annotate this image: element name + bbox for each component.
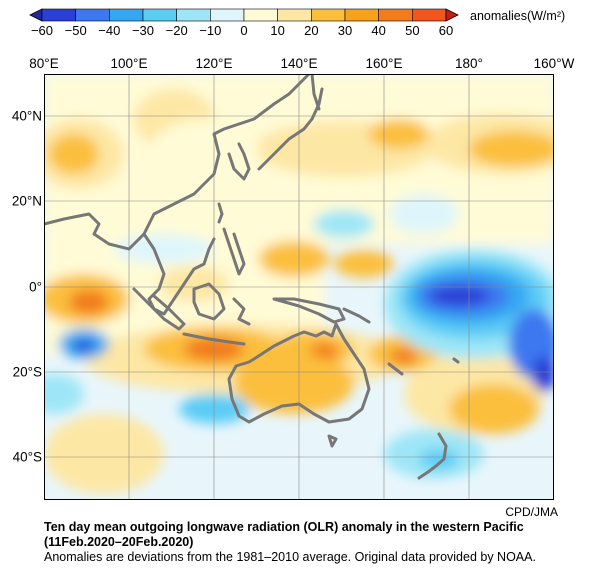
- anomaly-region: [259, 241, 329, 277]
- colorbar-tick-label: 0: [240, 23, 248, 38]
- coast-new-caledonia: [387, 362, 404, 376]
- anomaly-region: [44, 414, 164, 494]
- credit-label: CPD/JMA: [505, 505, 558, 519]
- colorbar-tick-label: −10: [199, 23, 222, 38]
- colorbar-tick-label: 20: [304, 23, 319, 38]
- coast-korea: [227, 142, 251, 181]
- anomaly-region: [44, 374, 84, 414]
- lon-label-180: 180°: [455, 56, 483, 71]
- anomaly-region: [449, 384, 539, 434]
- colorbar-tick-label: 60: [438, 23, 454, 38]
- colorbar-tick-label: 30: [337, 23, 353, 38]
- map-frame: [44, 74, 554, 500]
- graticule: [44, 74, 554, 500]
- anomaly-region: [49, 134, 99, 174]
- anomaly-region: [389, 194, 459, 234]
- coast-sakhalin: [310, 74, 321, 111]
- lat-label-0: 0°: [29, 279, 42, 295]
- colorbar-bins: [41, 8, 447, 22]
- colorbar-bin: [176, 8, 211, 22]
- lon-label-160e: 160°E: [365, 56, 403, 71]
- coast-java: [182, 332, 246, 346]
- anomaly-region: [149, 119, 259, 189]
- colorbar-bin: [142, 8, 177, 22]
- lat-label-40n: 40°N: [11, 108, 42, 124]
- colorbar: [29, 8, 459, 22]
- colorbar-bin: [41, 8, 76, 22]
- lat-label-20s: 20°S: [12, 364, 42, 380]
- anomaly-region: [429, 286, 489, 306]
- coast-taiwan: [217, 202, 224, 224]
- anomaly-region: [334, 250, 394, 278]
- coast-borneo: [192, 282, 226, 321]
- caption-date: (11Feb.2020–20Feb.2020): [44, 535, 194, 549]
- colorbar-tick-label: −60: [30, 23, 54, 38]
- colorbar-bin: [311, 8, 346, 22]
- coast-new-zealand: [417, 432, 448, 480]
- colorbar-unit-label: anomalies(W/m²): [470, 9, 566, 23]
- colorbar-bin: [109, 8, 144, 22]
- lon-label-140e: 140°E: [280, 56, 318, 71]
- lat-label-40s: 40°S: [12, 449, 42, 465]
- lon-label-100e: 100°E: [110, 56, 148, 71]
- colorbar-tick-label: 40: [371, 23, 386, 38]
- caption-note: Anomalies are deviations from the 1981–2…: [44, 550, 536, 564]
- colorbar-bin: [344, 8, 379, 22]
- lon-label-120e: 120°E: [195, 56, 233, 71]
- colorbar-bin: [243, 8, 278, 22]
- colorbar-tick-label: −30: [131, 23, 155, 38]
- anomaly-region: [469, 131, 554, 167]
- coast-asia: [44, 74, 311, 251]
- anomaly-region: [74, 340, 94, 352]
- colorbar-bin: [378, 8, 413, 22]
- coastlines: [44, 74, 460, 480]
- colorbar-tick-label: 10: [270, 23, 285, 38]
- coast-japan: [257, 87, 324, 171]
- anomaly-region: [532, 356, 554, 392]
- coast-indochina: [142, 232, 216, 316]
- anomaly-region: [114, 234, 214, 264]
- coast-sumatra: [132, 287, 186, 331]
- anomaly-region: [369, 119, 429, 149]
- colorbar-bin: [75, 8, 110, 22]
- coast-philippines: [222, 227, 246, 276]
- colorbar-bin: [210, 8, 245, 22]
- colorbar-end-low: [29, 8, 43, 22]
- colorbar-tick-label: −20: [165, 23, 188, 38]
- coast-new-guinea: [272, 297, 346, 324]
- anomaly-region: [234, 354, 354, 414]
- anomaly-region: [390, 348, 418, 364]
- lon-label-160w: 160°W: [533, 56, 575, 71]
- olr-anomaly-map: [44, 74, 554, 500]
- colorbar-end-high: [445, 8, 459, 22]
- anomaly-region: [69, 290, 109, 314]
- coast-australia: [227, 322, 371, 424]
- colorbar-tick-label: −50: [64, 23, 87, 38]
- coast-solomons: [342, 307, 371, 324]
- anomaly-region: [314, 210, 374, 238]
- colorbar-tick-label: 50: [405, 23, 420, 38]
- lat-label-20n: 20°N: [11, 193, 42, 209]
- colorbar-bin: [277, 8, 312, 22]
- lon-label-80e: 80°E: [29, 56, 59, 71]
- coast-sulawesi: [232, 297, 251, 326]
- caption-title: Ten day mean outgoing longwave radiation…: [44, 520, 524, 534]
- coast-fiji: [452, 357, 460, 364]
- colorbar-bin: [412, 8, 447, 22]
- coast-tasmania: [327, 434, 338, 448]
- colorbar-tick-label: −40: [98, 23, 121, 38]
- anomaly-region: [419, 449, 459, 469]
